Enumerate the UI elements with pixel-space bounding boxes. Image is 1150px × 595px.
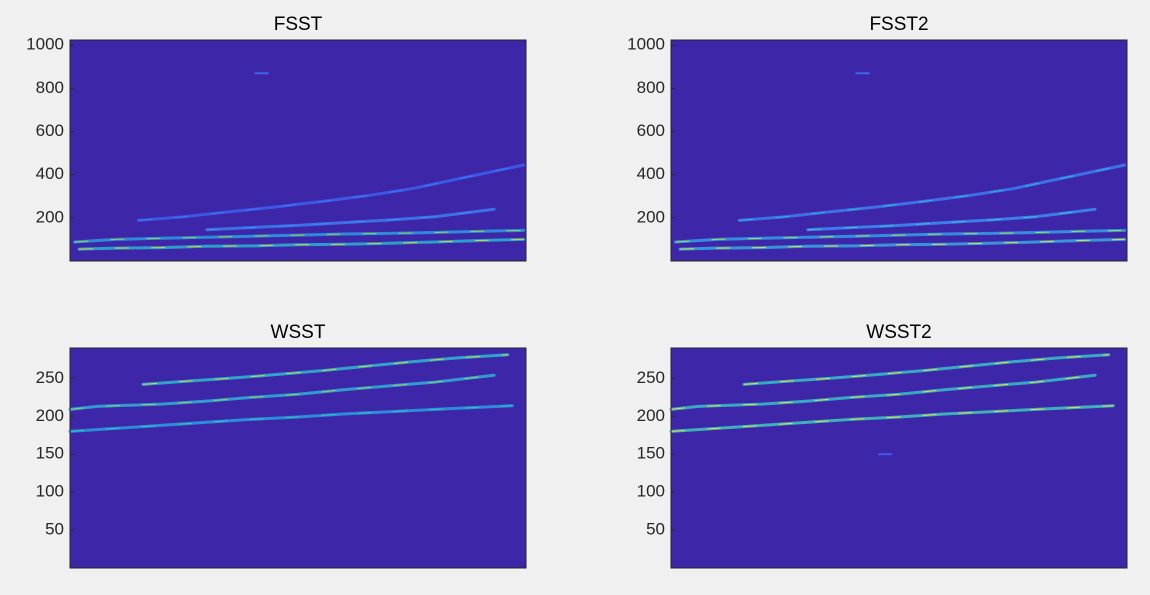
ridge-layer: [669, 353, 1115, 456]
ridge-highlight: [675, 229, 1125, 243]
y-tick-label: 400: [637, 164, 665, 183]
plot-area: [671, 40, 1127, 261]
plot-area: [70, 40, 526, 261]
plot-area: [70, 348, 526, 568]
axes-frame: [69, 347, 527, 569]
y-axis: 200 400 600 800 1000: [26, 35, 64, 227]
plot-area: [671, 348, 1127, 568]
y-tick-label: 800: [36, 78, 64, 97]
subplot-fsst2: FSST2 200 400 600 800 1000: [627, 14, 1128, 262]
ridge-line: [669, 404, 1115, 433]
ridge-layer: [68, 353, 514, 433]
ridge-highlight: [138, 164, 524, 221]
spot-mark: [254, 72, 269, 75]
y-tick-label: 150: [637, 444, 665, 463]
axes-frame: [670, 39, 1128, 262]
y-axis: 200 400 600 800 1000: [627, 35, 665, 227]
y-tick-label: 250: [637, 368, 665, 387]
y-axis: 50 100 150 200 250: [36, 368, 64, 539]
chart-title: FSST: [274, 14, 323, 35]
axes-frame: [670, 347, 1128, 569]
chart-title: WSST2: [866, 322, 931, 343]
subplot-wsst: WSST 50 100 150 200 250: [36, 322, 527, 569]
ridge-highlight: [206, 208, 495, 231]
y-tick-label: 50: [646, 520, 665, 539]
ridge-line: [669, 373, 1097, 411]
y-tick-label: 50: [45, 520, 64, 539]
ridge-layer: [73, 72, 526, 251]
ridge-layer: [674, 72, 1127, 251]
y-tick-label: 200: [637, 207, 665, 226]
y-tick-label: 600: [36, 121, 64, 140]
y-tick-label: 200: [36, 406, 64, 425]
y-tick-label: 1000: [26, 35, 64, 54]
y-axis: 50 100 150 200 250: [637, 368, 665, 539]
y-tick-label: 200: [36, 207, 64, 226]
ridge-highlight: [680, 238, 1125, 250]
y-tick-label: 600: [637, 121, 665, 140]
y-tick-label: 150: [36, 444, 64, 463]
ridge-line: [68, 404, 514, 433]
subplot-fsst: FSST 200 400 600 800 1000: [26, 14, 527, 262]
y-tick-label: 250: [36, 368, 64, 387]
y-tick-label: 400: [36, 164, 64, 183]
spot-mark: [878, 453, 893, 456]
y-tick-label: 800: [637, 78, 665, 97]
y-tick-label: 200: [637, 406, 665, 425]
axes-frame: [69, 39, 527, 262]
ridge-highlight: [74, 229, 524, 243]
chart-title: FSST2: [869, 14, 928, 35]
ridge-highlight: [807, 208, 1096, 231]
subplot-wsst2: WSST2 50 100 150 200 250: [637, 322, 1128, 569]
chart-title: WSST: [271, 322, 326, 343]
y-tick-label: 100: [36, 482, 64, 501]
ridge-highlight: [739, 164, 1125, 221]
ridge-highlight: [142, 354, 508, 385]
y-tick-label: 100: [637, 482, 665, 501]
spot-mark: [855, 72, 870, 75]
y-tick-label: 1000: [627, 35, 665, 54]
ridge-line: [68, 373, 496, 411]
ridge-highlight: [743, 354, 1109, 385]
ridge-highlight: [79, 238, 524, 250]
